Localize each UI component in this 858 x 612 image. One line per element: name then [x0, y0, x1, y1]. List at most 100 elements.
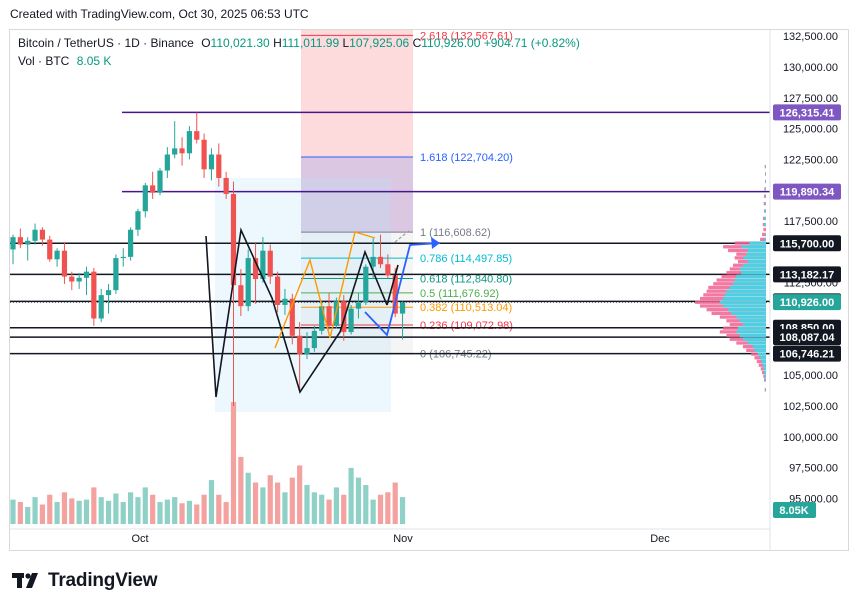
volume-profile-bar	[765, 194, 766, 198]
volume-profile-bar	[723, 296, 766, 301]
orange-wave-line	[274, 231, 376, 349]
volume-bar	[370, 499, 376, 524]
candle-body	[370, 256, 376, 267]
candle-body	[319, 306, 325, 331]
low-label: L	[342, 36, 350, 50]
candle-body	[304, 348, 310, 355]
volume-bar	[120, 502, 126, 524]
candle-body	[377, 256, 384, 265]
volume-bar	[186, 500, 192, 524]
volume-profile-bar	[741, 271, 766, 275]
candle-body	[47, 239, 53, 260]
time-axis-tick: Dec	[650, 533, 670, 545]
price-tag	[773, 345, 841, 362]
volume-profile-bar	[763, 227, 766, 232]
volume-bar	[201, 494, 207, 524]
candle-body	[128, 229, 134, 257]
candle-body	[201, 139, 207, 170]
tradingview-brand[interactable]: TradingView	[12, 570, 158, 592]
price-axis-tick: 102,500.00	[783, 401, 838, 413]
open-value: 110,021.30	[210, 36, 270, 50]
volume-profile-bar	[765, 179, 766, 184]
volume-legend[interactable]: Vol · BTC 8.05 K	[18, 54, 111, 68]
volume-bar	[179, 503, 185, 524]
volume-profile-bar	[719, 300, 766, 304]
candle-body	[392, 275, 398, 314]
candle-body	[39, 229, 45, 240]
price-tag	[773, 183, 841, 200]
volume-profile-bar	[760, 237, 766, 242]
candle-body	[120, 256, 126, 259]
candle-body	[245, 258, 251, 307]
candle-body	[69, 276, 75, 282]
volume-profile-bar	[757, 352, 766, 356]
volume-bar	[252, 482, 259, 524]
volume-bar	[326, 499, 332, 524]
volume-bar	[304, 484, 310, 524]
candle-body	[135, 211, 141, 230]
volume-profile-bar	[741, 245, 766, 249]
volume-profile-bar	[764, 374, 766, 378]
candle-body	[17, 237, 23, 245]
volume-bar	[363, 484, 369, 524]
volume-profile-bar	[763, 367, 766, 371]
open-label: O	[201, 36, 211, 50]
fib-zone-extension	[301, 30, 413, 233]
volume-bar	[69, 498, 75, 524]
candle-body	[341, 301, 347, 333]
volume-profile-bar	[742, 263, 766, 267]
pattern-shade	[215, 177, 391, 413]
volume-tag	[773, 502, 816, 518]
symbol-legend[interactable]: Bitcoin / TetherUS · 1D · Binance O110,0…	[18, 36, 580, 50]
candle-body	[157, 170, 163, 193]
price-tag-label: 115,700.00	[780, 238, 834, 250]
candle-body	[32, 229, 38, 241]
volume-bar	[83, 499, 90, 524]
candle-body	[363, 266, 369, 303]
price-tag	[773, 104, 841, 121]
volume-profile-bar	[724, 293, 766, 297]
volume-profile-bar	[733, 282, 766, 286]
volume-bar	[267, 475, 273, 524]
candle-body	[98, 295, 104, 319]
volume-bar	[39, 504, 45, 524]
candle-body	[238, 285, 244, 307]
candle-body	[289, 298, 295, 336]
volume-profile-bar	[743, 256, 766, 260]
volume-profile-bar	[747, 248, 766, 253]
volume-profile-bar	[764, 370, 766, 375]
volume-profile-bar	[764, 194, 766, 198]
volume-bar	[289, 477, 295, 524]
price-axis-tick: 125,000.00	[783, 124, 838, 136]
volume-profile-bar	[728, 308, 766, 312]
price-tag	[773, 294, 841, 311]
volume-bar	[341, 494, 347, 524]
candle-body	[172, 148, 178, 155]
volume-bar	[47, 494, 53, 524]
volume-profile-bar	[734, 278, 766, 282]
harmonic-pattern-line	[386, 264, 399, 306]
fib-level-label: 0 (106,745.22)	[420, 349, 492, 361]
volume-profile-bar	[760, 356, 766, 360]
volume-profile-bar	[762, 232, 766, 237]
volume-bar	[17, 502, 23, 524]
price-axis-tick: 122,500.00	[783, 154, 838, 166]
volume-bar	[399, 497, 406, 524]
volume-profile-bar	[723, 304, 766, 308]
candle-body	[76, 277, 82, 282]
volume-profile-bar	[764, 388, 766, 392]
volume-bar	[172, 497, 178, 524]
candle-body	[10, 237, 16, 250]
volume-label: Vol · BTC	[18, 54, 70, 68]
candle-body	[282, 298, 288, 305]
candle-body	[260, 250, 266, 280]
candle-body	[223, 177, 229, 194]
chart-frame[interactable]: 2.618 (132,567.61) 1.618 (122,704.20) 1 (1…	[9, 29, 849, 551]
time-axis-tick: Oct	[131, 533, 148, 545]
candle-body	[267, 250, 273, 277]
symbol-title[interactable]: Bitcoin / TetherUS · 1D · Binance	[18, 36, 194, 50]
candle-body	[61, 250, 68, 277]
price-chart[interactable]: 2.618 (132,567.61) 1.618 (122,704.20) 1 (1…	[10, 30, 848, 550]
volume-bar	[392, 482, 398, 524]
volume-profile-bar	[761, 359, 766, 364]
